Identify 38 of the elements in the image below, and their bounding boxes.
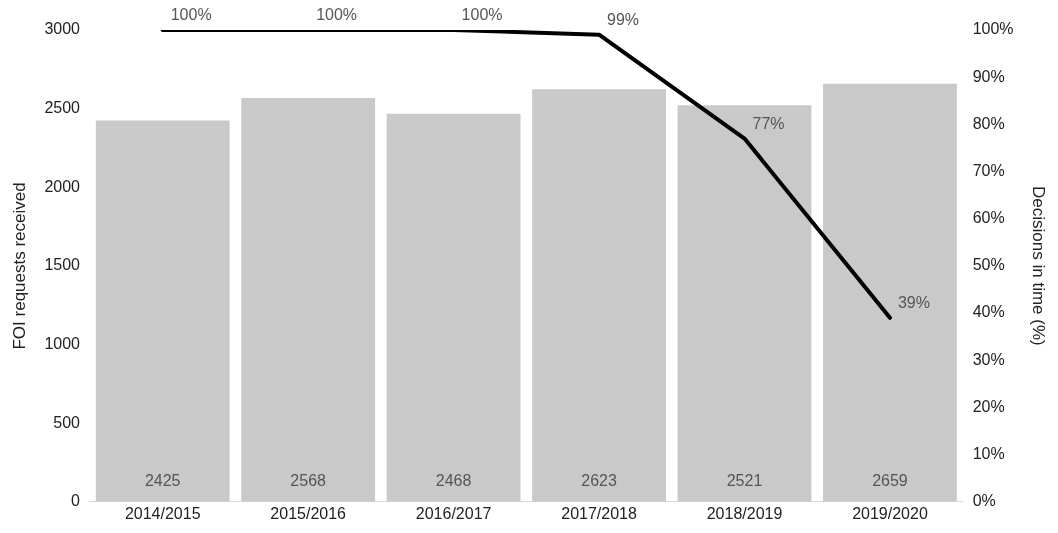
y2-tick-label: 0%	[972, 492, 996, 510]
y-tick-label: 1000	[44, 334, 81, 352]
data-label: 99%	[607, 11, 640, 29]
y2-tick-label: 20%	[972, 397, 1005, 415]
data-label: 100%	[461, 6, 503, 24]
x-tick-label: 2019/2020	[852, 504, 928, 522]
data-label: 2623	[581, 472, 617, 490]
x-tick-label: 2018/2019	[706, 504, 783, 522]
y2-tick-label: 80%	[972, 114, 1005, 132]
y2-tick-label: 30%	[972, 350, 1005, 368]
data-label: 100%	[170, 6, 212, 24]
data-label: 2521	[726, 472, 763, 490]
data-label: 2568	[290, 472, 327, 490]
y-tick-label: 2500	[44, 99, 81, 117]
y-tick-label: 3000	[44, 20, 81, 38]
y-tick-label: 1500	[44, 256, 81, 274]
x-tick-label: 2014/2015	[124, 504, 201, 522]
y-tick-label: 500	[53, 413, 81, 431]
y2-tick-label: 70%	[972, 161, 1005, 179]
y-tick-label: 0	[71, 492, 81, 510]
y2-tick-label: 40%	[972, 303, 1005, 321]
x-tick-label: 2017/2018	[561, 504, 637, 522]
y-tick-label: 2000	[44, 177, 81, 195]
y-axis-title: FOI requests received	[9, 182, 29, 350]
y2-tick-label: 10%	[972, 445, 1005, 463]
y2-tick-label: 90%	[972, 67, 1005, 85]
x-tick-label: 2015/2016	[270, 504, 347, 522]
data-label: 77%	[752, 114, 785, 132]
y2-tick-label: 60%	[972, 209, 1005, 227]
y2-tick-label: 100%	[972, 20, 1014, 38]
x-tick-label: 2016/2017	[415, 504, 492, 522]
data-label: 2425	[144, 472, 181, 490]
data-label: 39%	[897, 294, 930, 312]
y2-axis-title: Decisions in time (%)	[1029, 186, 1049, 346]
y2-tick-label: 50%	[972, 256, 1005, 274]
data-label: 100%	[316, 6, 358, 24]
data-label: 2659	[872, 472, 908, 490]
data-label: 2468	[435, 472, 472, 490]
